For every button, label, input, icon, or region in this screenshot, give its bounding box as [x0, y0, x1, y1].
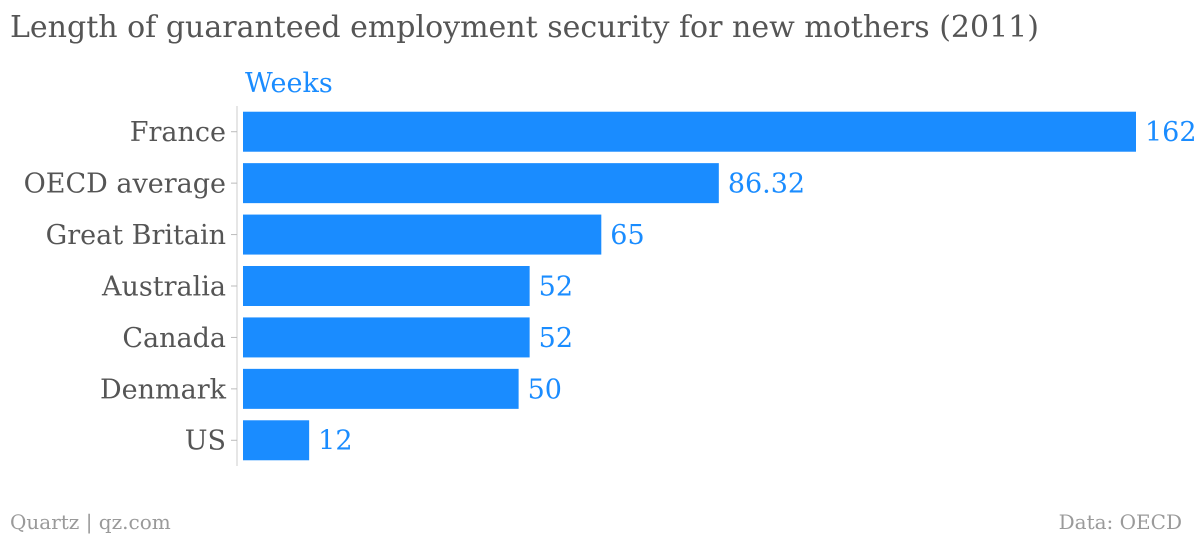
- value-label: 52: [539, 271, 573, 302]
- bar: [243, 111, 1136, 152]
- category-label: Australia: [101, 271, 226, 302]
- value-label: 50: [528, 374, 562, 405]
- bar: [243, 420, 310, 461]
- unit-label: Weeks: [245, 68, 333, 99]
- category-label: US: [185, 426, 226, 457]
- bar: [243, 214, 602, 255]
- value-label: 12: [318, 426, 352, 457]
- bar: [243, 317, 530, 358]
- chart-title: Length of guaranteed employment security…: [10, 10, 1039, 45]
- value-label: 52: [539, 323, 573, 354]
- bar: [243, 163, 719, 204]
- value-label: 162: [1145, 117, 1197, 148]
- category-label: Canada: [122, 323, 226, 354]
- bars-layer: France 162 OECD average 86.32 Great Britain 6…: [24, 111, 1197, 461]
- category-label: France: [130, 117, 226, 148]
- footer-source-left: Quartz | qz.com: [10, 510, 171, 534]
- bar: [243, 266, 530, 306]
- bar: [243, 368, 519, 409]
- value-label: 86.32: [728, 169, 805, 200]
- value-label: 65: [610, 220, 644, 251]
- category-label: Denmark: [100, 374, 227, 405]
- category-label: Great Britain: [46, 220, 226, 251]
- category-label: OECD average: [24, 169, 226, 200]
- footer-source-right: Data: OECD: [1058, 510, 1182, 534]
